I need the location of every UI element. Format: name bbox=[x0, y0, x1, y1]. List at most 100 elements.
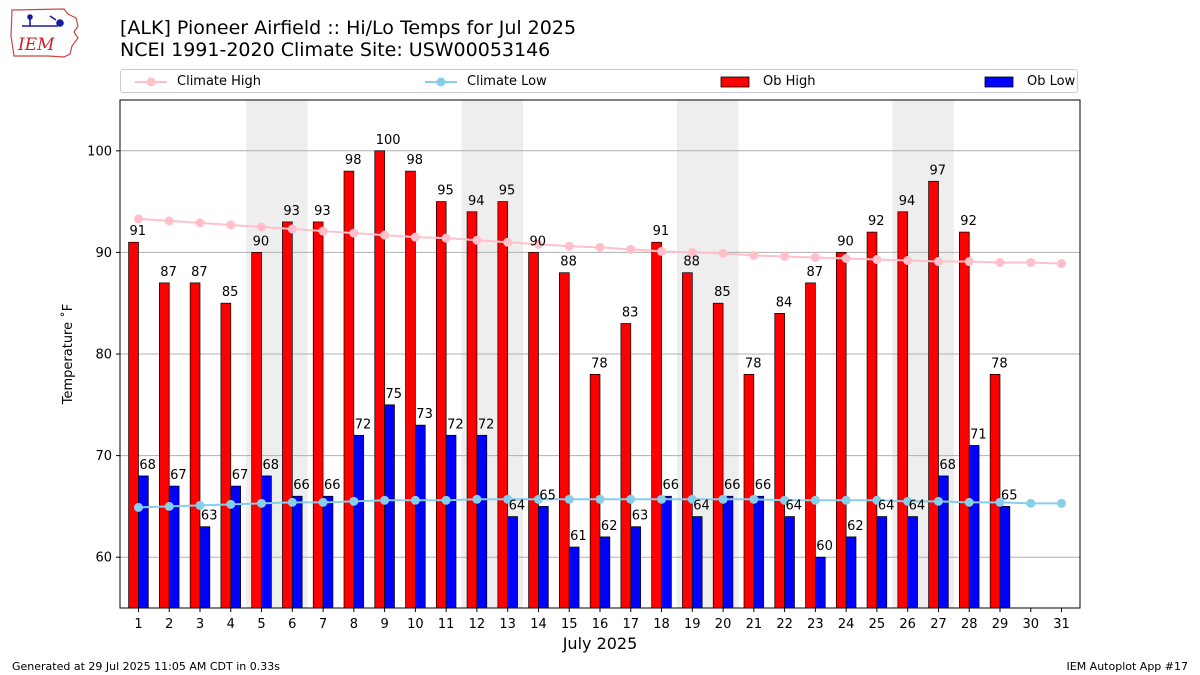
point-climate-low-4 bbox=[226, 499, 236, 509]
bar-ob-low-25 bbox=[876, 516, 888, 608]
point-climate-high-24 bbox=[841, 253, 851, 263]
point-climate-high-1 bbox=[133, 214, 143, 224]
bar-ob-low-19 bbox=[691, 516, 703, 608]
label-ob-high-24: 90 bbox=[837, 234, 854, 249]
xtick-label-26: 26 bbox=[899, 617, 916, 632]
logo-text: IEM bbox=[17, 35, 55, 55]
legend: Climate High Climate Low Ob High Ob Low bbox=[120, 69, 1078, 93]
bar-ob-low-20 bbox=[722, 495, 734, 608]
label-ob-high-10: 98 bbox=[406, 153, 423, 168]
legend-label-ob-high: Ob High bbox=[763, 74, 816, 89]
label-ob-high-7: 93 bbox=[314, 204, 331, 219]
bar-ob-high-22 bbox=[774, 313, 785, 608]
legend-label-climate-high: Climate High bbox=[177, 74, 262, 89]
bar-ob-high-2 bbox=[159, 282, 170, 608]
xtick-label-19: 19 bbox=[684, 617, 701, 632]
label-ob-high-9: 100 bbox=[376, 133, 401, 148]
xtick-label-10: 10 bbox=[407, 617, 424, 632]
point-climate-low-10 bbox=[410, 495, 420, 505]
point-climate-low-6 bbox=[287, 497, 297, 507]
xtick-label-13: 13 bbox=[499, 617, 516, 632]
point-climate-low-7 bbox=[318, 497, 328, 507]
chart-title: [ALK] Pioneer Airfield :: Hi/Lo Temps fo… bbox=[120, 17, 577, 39]
point-climate-high-10 bbox=[410, 232, 420, 242]
bar-ob-low-7 bbox=[322, 495, 334, 608]
xtick-label-4: 4 bbox=[227, 617, 235, 632]
label-ob-low-24: 62 bbox=[847, 519, 864, 534]
label-ob-low-20: 66 bbox=[724, 478, 741, 493]
point-climate-low-25 bbox=[872, 495, 882, 505]
point-climate-high-2 bbox=[164, 216, 174, 226]
xtick-label-18: 18 bbox=[653, 617, 670, 632]
ytick-label-90: 90 bbox=[95, 246, 112, 261]
point-climate-high-25 bbox=[872, 255, 882, 265]
point-climate-high-19 bbox=[687, 247, 697, 257]
xtick-label-21: 21 bbox=[746, 617, 763, 632]
label-ob-low-8: 72 bbox=[355, 417, 372, 432]
label-ob-low-13: 64 bbox=[509, 499, 526, 514]
xtick-label-8: 8 bbox=[350, 617, 358, 632]
label-ob-low-10: 73 bbox=[416, 407, 433, 422]
label-ob-high-2: 87 bbox=[160, 265, 177, 280]
label-ob-high-1: 91 bbox=[130, 224, 147, 239]
point-climate-high-15 bbox=[564, 241, 574, 251]
label-ob-low-6: 66 bbox=[293, 478, 310, 493]
point-climate-high-6 bbox=[287, 224, 297, 234]
label-ob-low-4: 67 bbox=[232, 468, 249, 483]
label-ob-low-27: 68 bbox=[939, 458, 956, 473]
point-climate-high-27 bbox=[933, 257, 943, 267]
point-climate-low-8 bbox=[349, 496, 359, 506]
bar-ob-high-16 bbox=[589, 373, 601, 608]
bar-ob-high-25 bbox=[866, 231, 878, 608]
bar-ob-high-29 bbox=[989, 373, 1001, 608]
bar-ob-low-14 bbox=[538, 506, 549, 608]
bar-ob-low-9 bbox=[384, 404, 395, 608]
footer-app: IEM Autoplot App #17 bbox=[1066, 660, 1189, 673]
label-ob-high-21: 78 bbox=[745, 356, 762, 371]
label-ob-high-11: 95 bbox=[437, 184, 454, 199]
bar-ob-low-6 bbox=[291, 495, 303, 608]
label-ob-high-6: 93 bbox=[283, 204, 300, 219]
point-climate-low-19 bbox=[687, 494, 697, 504]
bar-ob-high-19 bbox=[682, 272, 693, 608]
point-climate-low-31 bbox=[1057, 498, 1067, 508]
legend-swatch-ob-low bbox=[984, 76, 1014, 88]
bar-ob-low-27 bbox=[938, 475, 949, 608]
bar-ob-low-3 bbox=[199, 526, 211, 608]
bar-ob-high-12 bbox=[466, 211, 478, 608]
xtick-label-2: 2 bbox=[165, 617, 173, 632]
point-climate-low-13 bbox=[503, 494, 513, 504]
bar-ob-high-26 bbox=[897, 211, 909, 608]
label-ob-high-14: 90 bbox=[530, 234, 547, 249]
point-climate-high-28 bbox=[964, 257, 974, 267]
y-axis-label: Temperature ˚F bbox=[60, 304, 76, 405]
label-ob-low-21: 66 bbox=[755, 478, 772, 493]
point-climate-low-20 bbox=[718, 494, 728, 504]
point-climate-low-21 bbox=[749, 494, 759, 504]
legend-swatch-climate-low bbox=[425, 77, 457, 87]
point-climate-high-16 bbox=[595, 242, 605, 252]
bar-ob-low-5 bbox=[261, 475, 272, 608]
iem-logo: IEM bbox=[10, 8, 79, 58]
label-ob-high-3: 87 bbox=[191, 265, 208, 280]
point-climate-low-1 bbox=[133, 502, 143, 512]
point-climate-high-13 bbox=[503, 237, 513, 247]
bar-ob-low-17 bbox=[630, 526, 641, 608]
point-climate-high-3 bbox=[195, 218, 205, 228]
bar-ob-high-6 bbox=[282, 221, 293, 608]
label-ob-low-17: 63 bbox=[632, 509, 649, 524]
bar-ob-high-21 bbox=[743, 373, 755, 608]
bar-ob-low-26 bbox=[907, 516, 918, 608]
legend-swatch-ob-high bbox=[720, 76, 750, 88]
label-ob-high-8: 98 bbox=[345, 153, 362, 168]
bar-ob-high-5 bbox=[251, 252, 262, 608]
bar-ob-low-24 bbox=[845, 536, 857, 608]
point-climate-high-31 bbox=[1057, 259, 1067, 269]
label-ob-high-20: 85 bbox=[714, 285, 731, 300]
bar-ob-high-18 bbox=[651, 241, 662, 608]
point-climate-low-14 bbox=[533, 494, 543, 504]
point-climate-low-22 bbox=[780, 495, 790, 505]
bar-ob-low-10 bbox=[415, 424, 426, 608]
point-climate-high-5 bbox=[257, 222, 267, 232]
bar-ob-low-16 bbox=[599, 536, 611, 608]
